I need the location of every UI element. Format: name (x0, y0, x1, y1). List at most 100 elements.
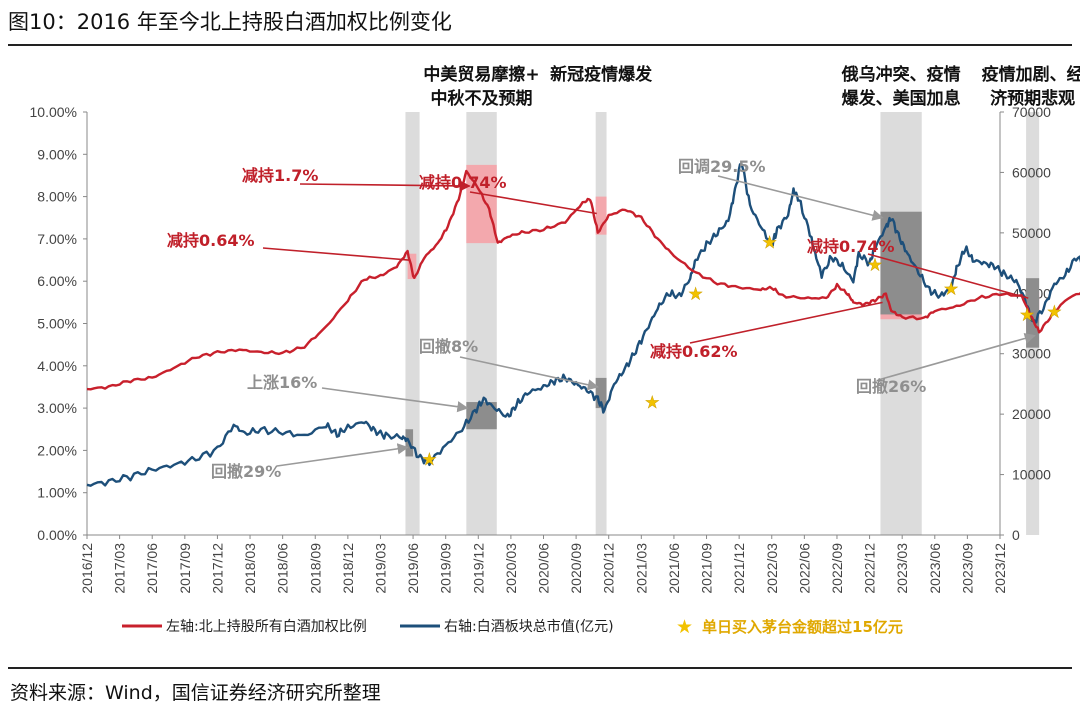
x-tick-label: 2023/03 (894, 543, 910, 594)
x-tick-label: 2022/12 (862, 543, 878, 594)
legend-blue-label: 右轴:白酒板块总市值(亿元) (444, 618, 614, 635)
left-tick-label: 7.00% (37, 231, 77, 247)
x-tick-label: 2021/12 (731, 543, 747, 594)
series-line-market-value (86, 162, 1080, 487)
x-tick-label: 2018/03 (242, 543, 258, 594)
left-tick-label: 9.00% (37, 146, 77, 162)
x-tick-label: 2023/06 (927, 543, 943, 594)
arrow-gray-5 (877, 332, 1036, 381)
shaded-period-1 (405, 112, 420, 535)
left-tick-label: 10.00% (30, 104, 77, 120)
arrow-gray-3 (321, 387, 469, 413)
x-tick-label: 2017/12 (209, 543, 225, 594)
ann-gray-4: 回撤29% (211, 462, 281, 481)
x-tick-label: 2017/06 (144, 543, 160, 594)
shaded-period-4 (880, 112, 922, 535)
x-tick-label: 2017/09 (177, 543, 193, 594)
x-tick-label: 2017/03 (112, 543, 128, 594)
star-marker-7: ★ (1020, 305, 1035, 325)
left-tick-label: 2.00% (37, 442, 77, 458)
star-marker-5: ★ (867, 255, 882, 275)
x-tick-label: 2021/03 (633, 543, 649, 594)
legend-star-icon: ★ (676, 616, 693, 638)
legend-star-label: 单日买入茅台金额超过15亿元 (702, 618, 903, 636)
x-tick-label: 2022/09 (829, 543, 845, 594)
ann-gray-5: 回撤26% (856, 377, 926, 396)
ann-gray-2: 回撤8% (419, 337, 478, 356)
star-marker-3: ★ (688, 284, 703, 304)
annotation-arrows (262, 175, 1036, 467)
axes: 0.00% 1.00% 2.00% 3.00% 4.00% 5.00% 6.00% 7.00%… (30, 104, 1052, 594)
source-note: 资料来源：Wind，国信证券经济研究所整理 (10, 682, 381, 704)
left-tick-label: 1.00% (37, 485, 77, 501)
gray-box-2 (1026, 278, 1040, 348)
ann-red-2: 减持0.74% (419, 173, 507, 192)
x-tick-label: 2019/06 (405, 543, 421, 594)
arrow-gray-4 (276, 443, 409, 467)
ann-red-4: 减持0.74% (807, 237, 895, 256)
x-tick-label: 2020/03 (503, 543, 519, 594)
x-tick-label: 2022/03 (764, 543, 780, 594)
right-tick-label: 30000 (1012, 346, 1051, 362)
x-tick-label: 2019/09 (438, 543, 454, 594)
gray-box-3 (595, 377, 607, 409)
right-tick-label: 50000 (1012, 225, 1051, 241)
left-tick-label: 3.00% (37, 400, 77, 416)
ann-gray-3: 上涨16% (247, 373, 317, 392)
event-label-3-line-1: 俄乌冲突、疫情 (841, 64, 961, 85)
figure-title: 图10：2016 年至今北上持股白酒加权比例变化 (8, 10, 452, 34)
arrow-red-1 (299, 180, 471, 192)
right-tick-label: 10000 (1012, 467, 1051, 483)
legend-red-label: 左轴:北上持股所有白酒加权比例 (166, 619, 367, 635)
ann-red-5: 减持0.62% (650, 342, 738, 361)
right-tick-label: 0 (1012, 527, 1020, 543)
left-tick-label: 4.00% (37, 358, 77, 374)
x-tick-label: 2021/09 (699, 543, 715, 594)
event-label-2-line-1: 新冠疫情爆发 (550, 64, 653, 85)
x-tick-label: 2020/06 (536, 543, 552, 594)
ann-red-1: 减持1.7% (242, 166, 318, 185)
x-tick-label: 2022/06 (796, 543, 812, 594)
x-tick-label: 2019/12 (470, 543, 486, 594)
arrow-gray-1 (717, 175, 884, 221)
arrow-gray-2 (459, 356, 599, 391)
event-label-4-line-1: 疫情加剧、经 (982, 64, 1080, 85)
x-tick-label: 2023/12 (992, 543, 1008, 594)
x-tick-label: 2018/06 (275, 543, 291, 594)
ann-red-3: 减持0.64% (167, 231, 255, 250)
legend: 左轴:北上持股所有白酒加权比例 右轴:白酒板块总市值(亿元) ★ 单日买入茅台金… (122, 616, 903, 638)
event-label-3-line-2: 爆发、美国加息 (842, 88, 961, 109)
x-tick-label: 2021/06 (666, 543, 682, 594)
left-tick-label: 8.00% (37, 189, 77, 205)
x-tick-label: 2023/09 (959, 543, 975, 594)
star-marker-4: ★ (762, 233, 777, 253)
footer-rule (8, 667, 1072, 669)
x-tick-label: 2019/03 (372, 543, 388, 594)
event-label-1-line-1: 中美贸易摩擦+ (423, 64, 539, 85)
x-tick-label: 2016/12 (79, 543, 95, 594)
right-tick-label: 70000 (1012, 104, 1051, 120)
series-lines (86, 162, 1080, 487)
left-tick-label: 6.00% (37, 273, 77, 289)
star-marker-8: ★ (1047, 302, 1062, 322)
star-markers: ★★★★★★★★★★★ (422, 233, 1063, 470)
left-tick-label: 5.00% (37, 316, 77, 332)
x-tick-label: 2020/09 (568, 543, 584, 594)
star-marker-6: ★ (943, 279, 958, 299)
star-marker-2: ★ (645, 393, 660, 413)
event-label-4-line-2: 济预期悲观 (990, 88, 1075, 109)
shaded-period-3 (595, 112, 607, 535)
right-tick-label: 20000 (1012, 406, 1051, 422)
left-tick-label: 0.00% (37, 527, 77, 543)
series-line-holding-ratio (86, 169, 1080, 391)
ann-gray-1: 回调29.5% (678, 157, 766, 176)
title-rule (8, 44, 1072, 46)
x-tick-label: 2020/12 (601, 543, 617, 594)
right-tick-label: 60000 (1012, 164, 1051, 180)
red-box-2 (595, 196, 607, 235)
star-marker-1: ★ (422, 450, 437, 470)
x-tick-label: 2018/09 (307, 543, 323, 594)
x-tick-label: 2018/12 (340, 543, 356, 594)
